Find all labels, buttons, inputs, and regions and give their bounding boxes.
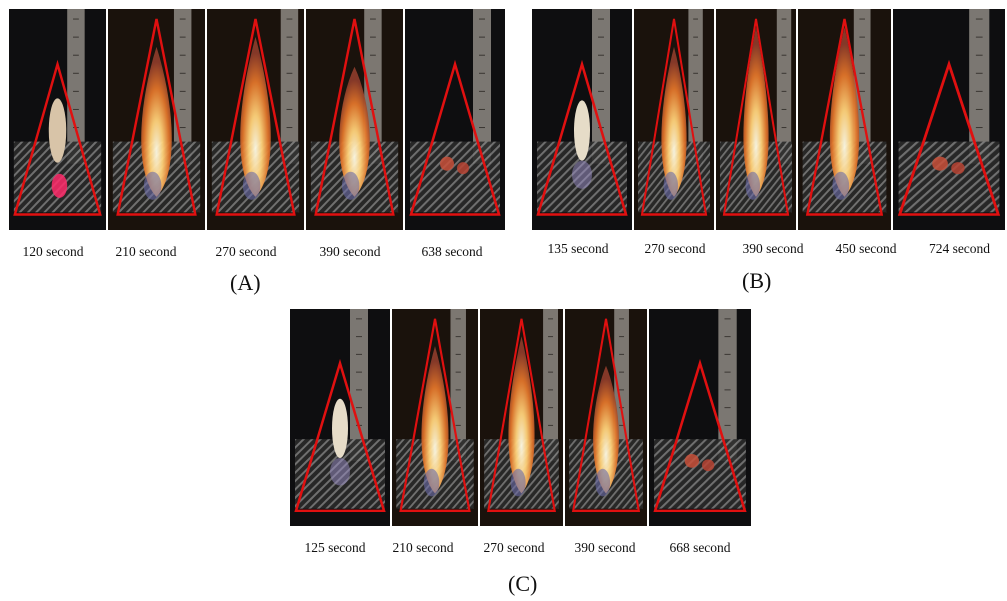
flame-photo <box>565 309 647 526</box>
flame-photo <box>716 9 796 230</box>
time-label: 270 second <box>644 241 706 256</box>
flame-photo <box>9 9 106 230</box>
triangle-outline <box>640 18 708 216</box>
photo-frame <box>716 9 796 230</box>
triangle-outline <box>399 318 471 513</box>
panel-c-time-labels: 125 second 210 second 270 second 390 sec… <box>292 540 752 556</box>
panel-a-time-labels: 120 second 210 second 270 second 390 sec… <box>5 244 505 260</box>
flame-photo <box>634 9 714 230</box>
flame-photo <box>798 9 891 230</box>
panel-c-letter: (C) <box>508 571 538 596</box>
triangle-outline <box>487 318 556 513</box>
triangle-outline <box>116 18 197 216</box>
photo-frame <box>649 309 751 526</box>
triangle-outline <box>215 18 296 216</box>
triangle-outline <box>897 59 1001 216</box>
time-label: 450 second <box>835 241 897 256</box>
time-label: 135 second <box>547 241 609 256</box>
photo-frame <box>392 309 478 526</box>
flame-photo <box>108 9 205 230</box>
photo-frame <box>480 309 563 526</box>
flame-photo <box>392 309 478 526</box>
flame-photo <box>893 9 1005 230</box>
flame-photo <box>480 309 563 526</box>
panel-c-strip <box>290 309 751 526</box>
triangle-outline <box>571 318 641 513</box>
time-label: 638 second <box>421 244 483 259</box>
flame-photo <box>207 9 304 230</box>
photo-frame <box>405 9 505 230</box>
photo-frame <box>306 9 403 230</box>
triangle-outline <box>314 18 395 216</box>
photo-frame <box>634 9 714 230</box>
time-label: 270 second <box>483 540 545 555</box>
photo-frame <box>565 309 647 526</box>
flame-photo <box>306 9 403 230</box>
photo-frame <box>290 309 390 526</box>
triangle-outline <box>409 59 501 216</box>
triangle-outline <box>653 358 747 513</box>
photo-frame <box>798 9 891 230</box>
photo-frame <box>532 9 632 230</box>
time-label: 390 second <box>742 241 804 256</box>
time-label: 390 second <box>574 540 636 555</box>
time-label: 270 second <box>215 244 277 259</box>
flame-photo <box>290 309 390 526</box>
photo-frame <box>893 9 1005 230</box>
photo-frame <box>108 9 205 230</box>
time-label: 724 second <box>928 241 991 256</box>
panel-b-letter: (B) <box>742 268 772 293</box>
triangle-outline <box>805 18 884 216</box>
time-label: 120 second <box>22 244 84 259</box>
panel-b-time-labels: 135 second 270 second 390 second 450 sec… <box>532 241 1007 257</box>
panel-a-strip <box>9 9 505 230</box>
photo-frame <box>9 9 106 230</box>
triangle-outline <box>722 18 790 216</box>
flame-photo <box>405 9 505 230</box>
time-label: 125 second <box>304 540 366 555</box>
triangle-outline <box>13 59 102 216</box>
time-label: 210 second <box>392 540 454 555</box>
panel-a-letter: (A) <box>230 270 261 295</box>
triangle-outline <box>536 59 628 216</box>
triangle-outline <box>294 358 386 513</box>
time-label: 668 second <box>669 540 731 555</box>
flame-photo <box>532 9 632 230</box>
panel-b-strip <box>532 9 1005 230</box>
time-label: 210 second <box>115 244 177 259</box>
time-label: 390 second <box>319 244 381 259</box>
photo-frame <box>207 9 304 230</box>
flame-photo <box>649 309 751 526</box>
